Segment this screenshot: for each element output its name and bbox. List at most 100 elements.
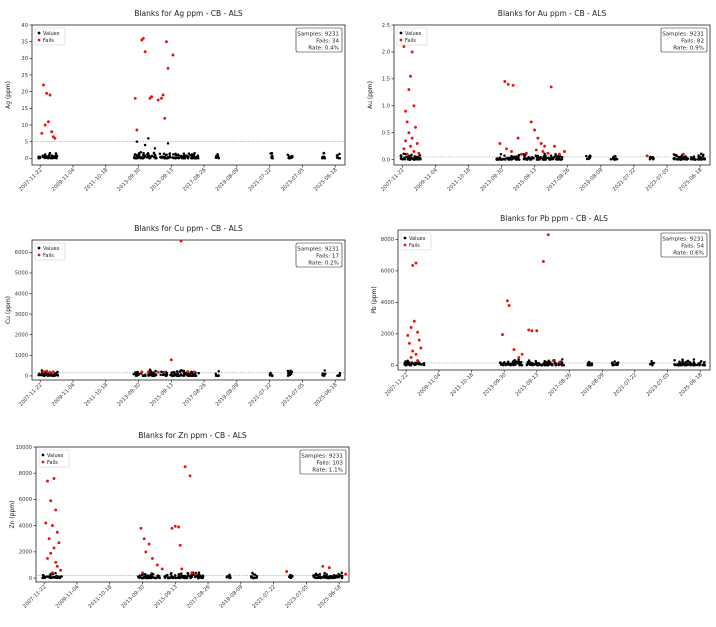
- fail-point: [405, 120, 409, 124]
- value-point: [401, 157, 405, 161]
- value-point: [183, 156, 187, 160]
- y-axis-label: Au (ppm): [367, 81, 374, 109]
- value-point: [322, 575, 325, 579]
- value-point: [530, 362, 533, 366]
- value-point: [253, 573, 257, 576]
- fail-point: [524, 151, 528, 155]
- value-point: [168, 154, 172, 158]
- fails-series: [406, 233, 562, 364]
- y-tick-label: 20: [21, 89, 28, 95]
- value-point: [54, 575, 57, 578]
- value-point: [523, 156, 526, 159]
- fail-point: [46, 479, 49, 483]
- value-point: [410, 153, 413, 156]
- fail-point: [417, 151, 421, 155]
- fail-point: [414, 261, 418, 265]
- value-point: [196, 574, 199, 578]
- fail-point: [166, 66, 170, 70]
- fail-point: [48, 370, 52, 374]
- x-tick-label: 2011-10-18: [446, 167, 472, 193]
- stats-samples: Samples: 9231: [662, 32, 704, 38]
- plot-frame: [31, 24, 346, 166]
- value-point: [586, 363, 590, 367]
- x-tick-label: 2011-10-18: [84, 382, 110, 408]
- x-tick-label: 2017-08-26: [182, 382, 208, 408]
- fail-point: [42, 83, 45, 87]
- values-series: [41, 571, 344, 580]
- x-tick-label: 2019-08-09: [580, 372, 606, 398]
- value-point: [682, 362, 685, 365]
- fail-point: [539, 142, 543, 145]
- fail-point: [409, 144, 412, 148]
- value-point: [692, 361, 696, 364]
- value-point: [255, 576, 258, 580]
- fail-point: [50, 130, 54, 134]
- chart-title: Blanks for Ag ppm - CB - ALS: [134, 9, 243, 18]
- value-point: [532, 156, 535, 160]
- value-point: [701, 154, 705, 158]
- value-point: [560, 156, 564, 159]
- fail-point: [150, 556, 154, 560]
- chart-title: Blanks for Au ppm - CB - ALS: [498, 9, 607, 18]
- value-point: [142, 151, 145, 155]
- fail-point: [51, 370, 55, 374]
- fail-point: [541, 260, 545, 263]
- value-point: [325, 575, 328, 579]
- value-point: [399, 154, 403, 157]
- value-point: [681, 358, 684, 361]
- value-point: [154, 373, 158, 376]
- value-point: [413, 363, 416, 366]
- legend-fails-label: Fails: [43, 38, 54, 44]
- value-point: [340, 575, 344, 578]
- fail-point: [40, 131, 44, 135]
- values-series: [37, 137, 342, 160]
- chart-ag: Blanks for Ag ppm - CB - ALS Ag (ppm) 0 5 10…: [0, 5, 360, 215]
- value-point: [699, 158, 702, 161]
- value-point: [537, 158, 540, 161]
- value-point: [335, 156, 339, 159]
- value-point: [335, 574, 339, 578]
- fail-point: [416, 359, 420, 363]
- x-tick-label: 2007-11-22: [22, 584, 48, 610]
- fail-point: [139, 526, 143, 530]
- fail-point: [407, 341, 411, 345]
- x-tick-label: 2015-09-13: [515, 372, 541, 398]
- value-point: [49, 374, 52, 377]
- value-point: [180, 373, 183, 377]
- value-point: [39, 373, 42, 377]
- value-point: [499, 152, 503, 156]
- value-point: [51, 154, 55, 158]
- fail-point: [410, 136, 414, 140]
- fail-point: [43, 123, 47, 127]
- value-point: [699, 152, 703, 156]
- value-point: [422, 363, 426, 367]
- legend-values-label: Values: [405, 31, 422, 37]
- fail-point: [141, 36, 145, 40]
- value-point: [142, 374, 145, 377]
- value-point: [137, 371, 140, 375]
- x-tick-label: 2013-09-30: [120, 584, 146, 610]
- legend-frame: [400, 232, 432, 251]
- fail-point: [549, 85, 553, 89]
- value-point: [153, 147, 157, 150]
- value-point: [590, 362, 594, 365]
- fail-point: [412, 104, 416, 108]
- value-point: [548, 363, 552, 366]
- value-point: [332, 575, 336, 578]
- fail-point: [498, 142, 502, 145]
- fail-point: [46, 556, 49, 560]
- fail-point: [406, 333, 410, 337]
- y-tick-label: 0.0: [382, 157, 390, 163]
- value-point: [404, 360, 407, 363]
- value-point: [159, 155, 162, 159]
- value-point: [535, 362, 538, 365]
- value-point: [415, 158, 418, 161]
- value-point: [673, 363, 677, 367]
- fail-point: [405, 152, 409, 156]
- value-point: [673, 158, 676, 161]
- stats-fails: Fails: 17: [316, 254, 339, 260]
- fail-point: [42, 370, 45, 374]
- value-point: [501, 362, 505, 366]
- y-tick-label: 0: [25, 156, 28, 162]
